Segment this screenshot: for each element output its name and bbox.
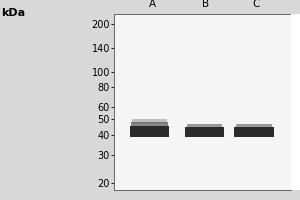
Text: kDa: kDa [2, 8, 26, 18]
Text: B: B [202, 0, 210, 9]
Text: C: C [252, 0, 259, 9]
Text: A: A [149, 0, 157, 9]
